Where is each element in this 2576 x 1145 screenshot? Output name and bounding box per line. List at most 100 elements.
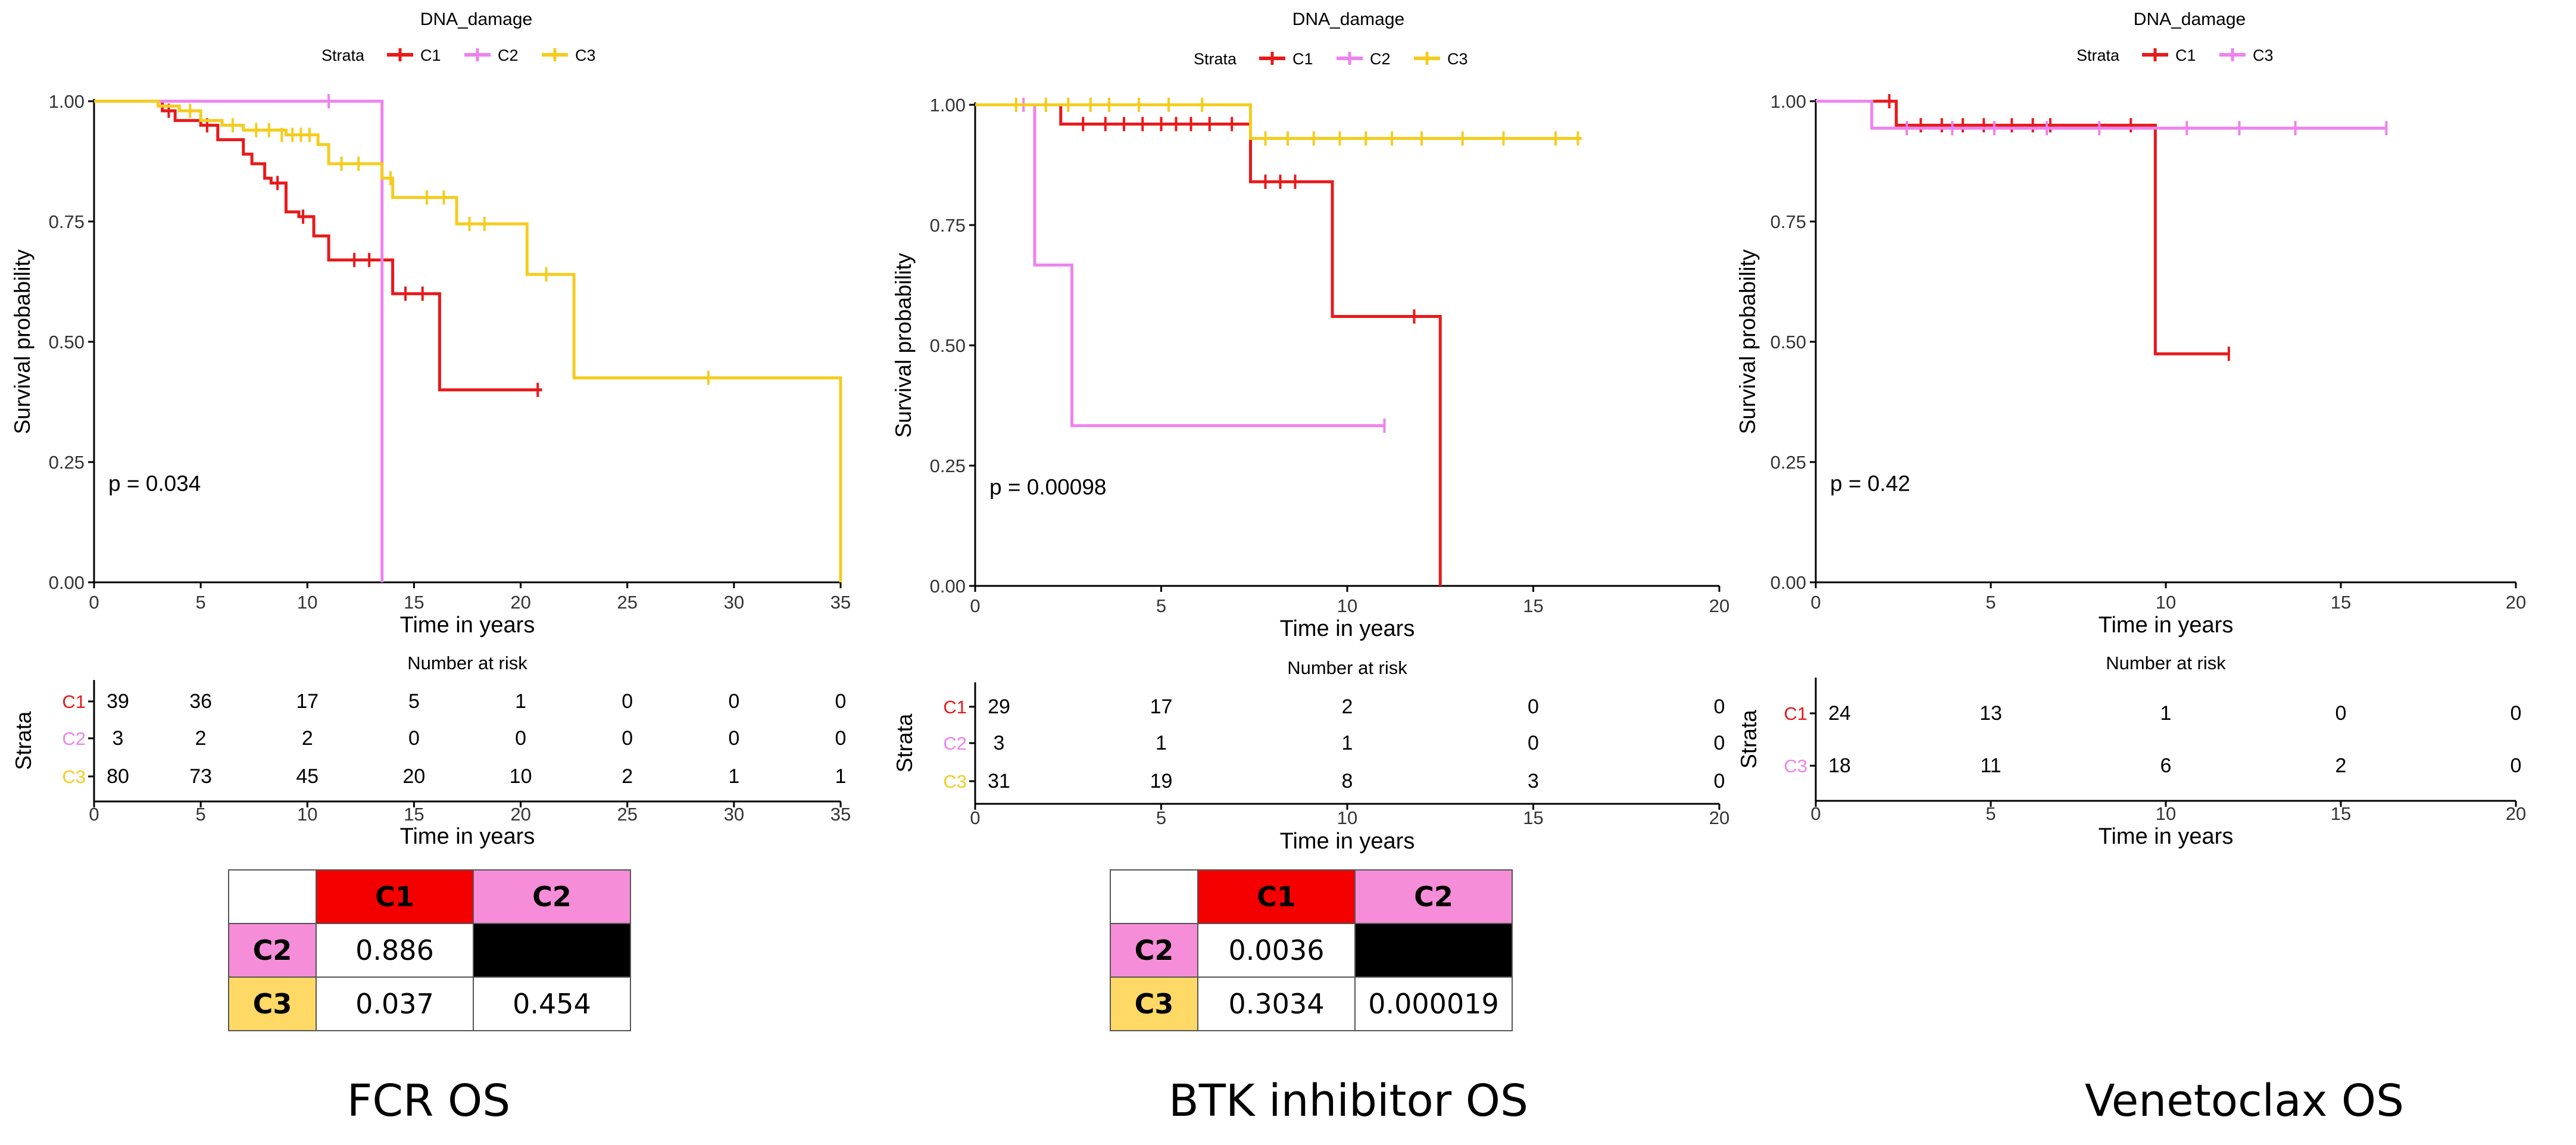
- y-tick-label: 1.00: [930, 95, 966, 116]
- caption-btk-os: BTK inhibitor OS: [1169, 1075, 1528, 1127]
- risk-count: 0: [1528, 732, 1539, 754]
- y-tick-label: 0.50: [930, 335, 966, 356]
- risk-count: 0: [1714, 732, 1725, 754]
- risk-count: 11: [1980, 754, 2001, 777]
- legend-label: Strata: [2077, 46, 2120, 64]
- row-header-c2: C2: [1110, 923, 1198, 978]
- risk-row-label-c3: C3: [943, 771, 967, 792]
- x-axis-label: Time in years: [400, 613, 535, 638]
- risk-x-tick-label: 15: [1523, 807, 1543, 828]
- risk-count: 0: [1528, 695, 1539, 718]
- risk-table-title: Number at risk: [1287, 657, 1407, 678]
- y-tick-label: 0.25: [930, 455, 966, 476]
- risk-x-tick-label: 5: [1156, 807, 1166, 828]
- risk-x-tick-label: 10: [2156, 803, 2176, 824]
- risk-x-tick-label: 0: [970, 807, 980, 828]
- risk-x-tick-label: 25: [617, 804, 637, 825]
- risk-count: 73: [189, 765, 212, 788]
- pvalue-cell: 0.886: [316, 923, 474, 978]
- legend-entry-c3: C3: [2253, 46, 2274, 64]
- risk-x-axis-label: Time in years: [400, 824, 535, 849]
- risk-count: 0: [2335, 702, 2347, 725]
- y-tick-label: 0.50: [49, 332, 85, 352]
- x-tick-label: 5: [1156, 595, 1166, 616]
- risk-count: 3: [113, 727, 124, 750]
- legend-title: DNA_damage: [1292, 10, 1404, 29]
- pvalue-cell: 0.3034: [1197, 976, 1356, 1031]
- y-axis-label: Survival probability: [1735, 249, 1760, 434]
- risk-count: 3: [1528, 770, 1539, 793]
- survival-curve-c3: [94, 99, 842, 582]
- survival-curve-c2: [975, 103, 1385, 428]
- x-tick-label: 5: [196, 592, 206, 613]
- x-tick-label: 20: [510, 592, 530, 613]
- risk-count: 1: [728, 765, 739, 788]
- risk-x-tick-label: 0: [1810, 803, 1821, 824]
- risk-count: 2: [195, 727, 207, 750]
- x-tick-label: 0: [89, 592, 99, 613]
- y-tick-label: 0.00: [1771, 572, 1806, 593]
- x-tick-label: 10: [297, 592, 317, 613]
- risk-x-axis-label: Time in years: [2099, 824, 2234, 849]
- y-tick-label: 0.75: [49, 211, 85, 232]
- risk-count: 0: [2511, 754, 2522, 777]
- legend-entry-c1: C1: [2175, 46, 2196, 64]
- x-tick-label: 30: [724, 592, 744, 613]
- risk-row-label-c3: C3: [1784, 756, 1807, 776]
- pvalue-cell: 0.000019: [1354, 976, 1513, 1031]
- risk-row-label-c2: C2: [62, 728, 86, 749]
- survival-curve-c3: [1816, 99, 2387, 130]
- pvalue-annotation: p = 0.00098: [989, 475, 1107, 499]
- risk-count: 1: [835, 765, 847, 788]
- survival-curve-c1: [94, 99, 542, 392]
- risk-count: 3: [994, 732, 1005, 754]
- row-header-c2: C2: [228, 923, 317, 978]
- legend-title: DNA_damage: [2134, 10, 2246, 29]
- legend-entry-c1: C1: [1292, 50, 1313, 68]
- risk-x-tick-label: 20: [510, 804, 530, 825]
- risk-count: 13: [1979, 702, 2002, 725]
- y-tick-label: 0.25: [1771, 452, 1806, 473]
- x-tick-label: 10: [2156, 592, 2176, 613]
- caption-venetoclax-os: Venetoclax OS: [2084, 1075, 2405, 1127]
- col-header-c2: C2: [473, 869, 631, 924]
- risk-count: 80: [107, 765, 129, 788]
- risk-row-label-c2: C2: [943, 733, 967, 754]
- risk-count: 0: [835, 727, 847, 750]
- legend-label: Strata: [1194, 50, 1237, 68]
- y-tick-label: 0.00: [49, 572, 85, 593]
- y-tick-label: 0.50: [1771, 332, 1806, 352]
- risk-table-title: Number at risk: [407, 653, 527, 673]
- risk-count: 0: [728, 690, 739, 713]
- survival-curve-c1: [1816, 99, 2229, 355]
- y-tick-label: 0.75: [1771, 211, 1806, 232]
- pvalue-annotation: p = 0.42: [1830, 471, 1910, 495]
- pvalue-cell-empty: [473, 923, 631, 978]
- col-header-c1: C1: [1197, 869, 1356, 924]
- risk-count: 0: [1714, 695, 1725, 718]
- risk-count: 0: [2511, 702, 2522, 725]
- survival-curve-c2: [94, 99, 384, 582]
- legend-title: DNA_damage: [420, 10, 532, 29]
- table-corner: [228, 869, 317, 924]
- y-tick-label: 0.75: [930, 215, 966, 236]
- x-axis-label: Time in years: [1280, 616, 1415, 641]
- x-tick-label: 0: [970, 595, 980, 616]
- risk-y-axis-label: Strata: [11, 711, 36, 770]
- risk-count: 0: [728, 727, 739, 750]
- risk-x-tick-label: 20: [1709, 807, 1729, 828]
- risk-count: 0: [622, 727, 633, 750]
- pvalue-cell: 0.037: [316, 976, 474, 1031]
- y-tick-label: 1.00: [49, 91, 85, 112]
- pvalue-cell: 0.454: [473, 976, 631, 1031]
- risk-count: 0: [515, 727, 526, 750]
- row-header-c3: C3: [228, 976, 317, 1031]
- risk-x-tick-label: 15: [2331, 803, 2351, 824]
- pvalue-cell: 0.0036: [1197, 923, 1356, 978]
- survival-curve-c1: [975, 103, 1442, 586]
- risk-x-tick-label: 5: [196, 804, 206, 825]
- y-tick-label: 0.00: [930, 576, 966, 597]
